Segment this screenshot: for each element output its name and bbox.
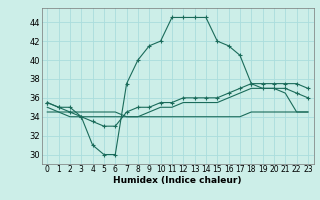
X-axis label: Humidex (Indice chaleur): Humidex (Indice chaleur) bbox=[113, 176, 242, 185]
